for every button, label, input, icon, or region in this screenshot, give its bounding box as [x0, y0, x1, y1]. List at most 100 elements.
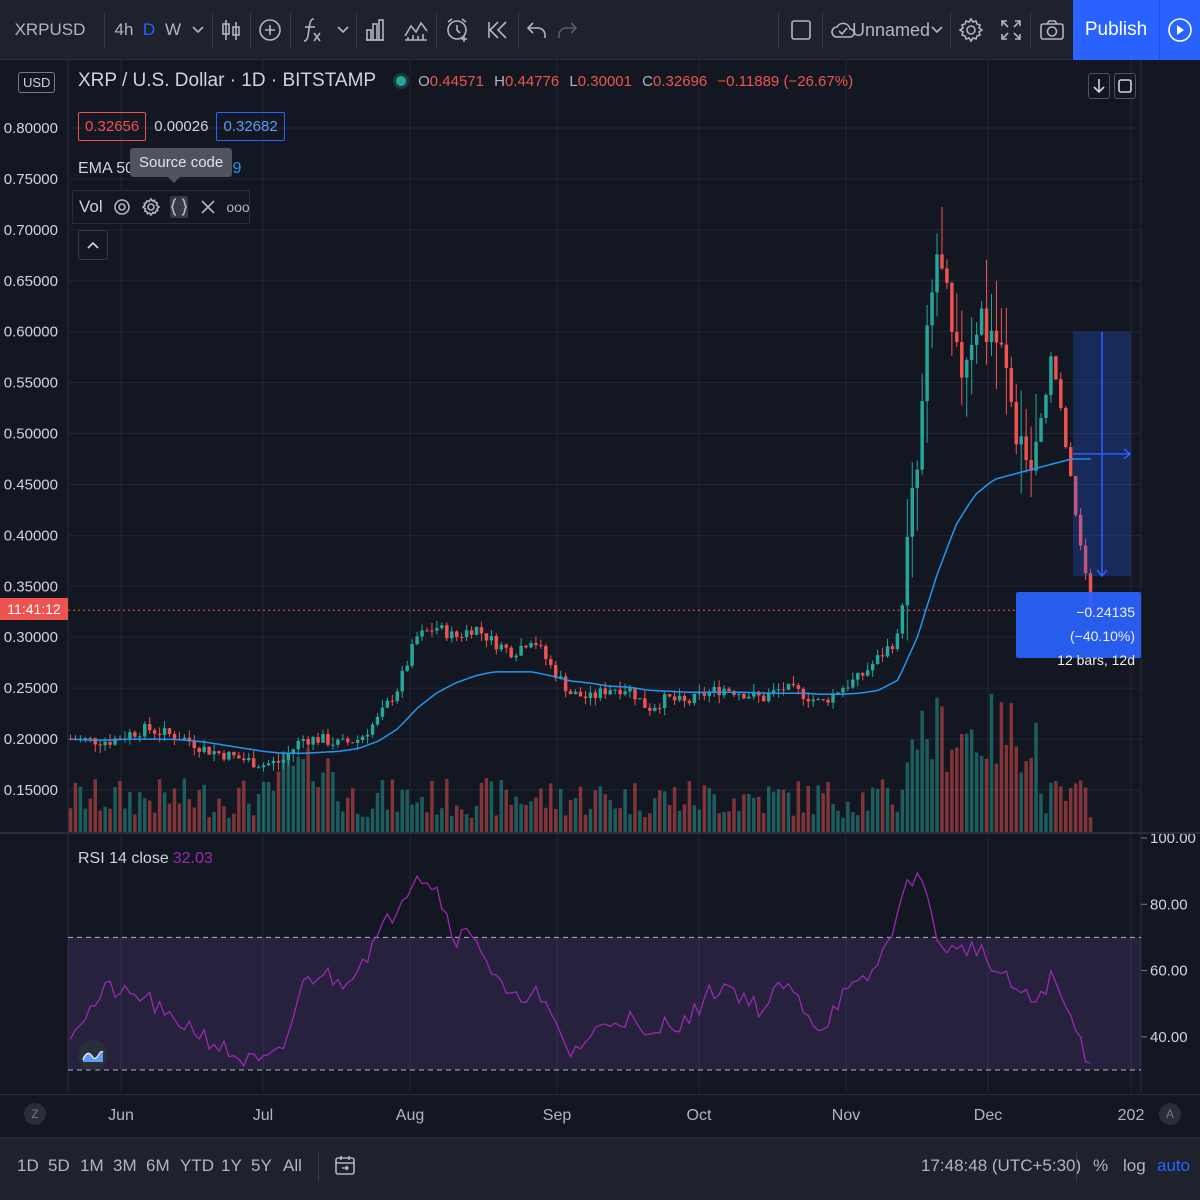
interval-w-button[interactable]: W — [164, 20, 182, 39]
rsi-legend[interactable]: RSI 14 close 32.03 — [78, 850, 213, 868]
volume-bar — [301, 759, 305, 833]
candle-body — [1024, 436, 1028, 460]
range-1d-button[interactable]: 1D — [17, 1156, 39, 1175]
volume-bar — [1083, 787, 1088, 833]
interval-dropdown-chevron-icon[interactable] — [188, 0, 208, 60]
ema-legend[interactable]: EMA 50 c 9 — [78, 160, 241, 178]
buy-price-button[interactable]: 0.32682 — [216, 112, 285, 141]
range-5y-button[interactable]: 5Y — [251, 1156, 272, 1175]
candle-body — [251, 758, 256, 768]
indicator-settings-gear-icon[interactable] — [141, 196, 160, 218]
layout-dropdown-chevron-icon[interactable] — [928, 0, 946, 60]
range-all-button[interactable]: All — [283, 1156, 302, 1175]
fullscreen-icon[interactable] — [996, 0, 1026, 60]
play-icon[interactable] — [1159, 0, 1200, 60]
volume-bar — [529, 801, 533, 833]
maximize-pane-icon[interactable] — [1114, 73, 1136, 99]
volume-bar — [692, 805, 697, 833]
currency-label[interactable]: USD — [18, 72, 56, 93]
interval-4h-button[interactable]: 4h — [114, 20, 134, 39]
candle-body — [98, 744, 102, 746]
volume-legend[interactable]: Vol ooo — [72, 190, 250, 224]
chart-type-candles-icon[interactable] — [218, 0, 244, 60]
volume-bar — [390, 779, 395, 833]
go-to-date-calendar-icon[interactable] — [334, 1154, 356, 1181]
scroll-to-bottom-arrow-icon[interactable] — [1088, 73, 1110, 99]
volume-bar — [103, 806, 107, 833]
timezone-clock[interactable]: 17:48:48 (UTC+5:30) — [921, 1156, 1082, 1175]
rsi-label: RSI 14 close — [78, 850, 169, 867]
candle-body — [544, 645, 548, 660]
volume-bar — [598, 786, 603, 833]
financials-bars-icon[interactable] — [362, 0, 388, 60]
candle-body — [1034, 441, 1038, 471]
more-options-icon[interactable]: ooo — [226, 199, 250, 215]
time-tick-label: 202 — [1117, 1107, 1145, 1124]
bar-replay-rewind-icon[interactable] — [484, 0, 514, 60]
candle-body — [583, 696, 588, 698]
range-6m-button[interactable]: 6M — [146, 1156, 170, 1175]
zoom-out-button[interactable]: Z — [24, 1103, 46, 1125]
compare-add-symbol-icon[interactable] — [256, 0, 284, 60]
settings-gear-icon[interactable] — [956, 0, 986, 60]
undo-arrow-icon[interactable] — [524, 0, 550, 60]
symbol-search-button[interactable]: XRPUSD — [14, 20, 86, 39]
price-pane[interactable]: 0.80000 0.75000 0.70000 0.65000 0.60000 0.550… — [0, 60, 1200, 833]
candle-body — [979, 308, 984, 335]
range-3m-button[interactable]: 3M — [113, 1156, 137, 1175]
volume-bar — [276, 771, 281, 833]
range-ytd-button[interactable]: YTD — [180, 1156, 214, 1175]
redo-arrow-icon[interactable] — [554, 0, 580, 60]
volume-bar — [989, 693, 994, 833]
candle-body — [811, 699, 815, 702]
snapshot-camera-icon[interactable] — [1036, 0, 1068, 60]
price-chart-canvas[interactable]: 0.80000 0.75000 0.70000 0.65000 0.60000 0.550… — [0, 60, 1200, 833]
cloud-save-icon[interactable] — [830, 0, 856, 60]
volume-bar — [994, 763, 999, 833]
collapse-legend-chevron-up-icon[interactable] — [78, 230, 108, 260]
candle-body — [1049, 356, 1053, 396]
candle-body — [846, 687, 850, 689]
visibility-eye-icon[interactable] — [113, 196, 132, 218]
toolbar-divider — [356, 12, 357, 48]
volume-bar — [281, 751, 286, 833]
indicators-fx-icon[interactable] — [298, 0, 326, 60]
candle-body — [143, 724, 147, 737]
interval-d-button[interactable]: D — [142, 20, 156, 39]
candle-body — [737, 693, 741, 695]
candle-body — [88, 737, 93, 739]
tradingview-logo-icon[interactable] — [78, 1040, 108, 1070]
volume-bar — [410, 804, 414, 833]
volume-bar — [539, 788, 543, 833]
volume-bar — [123, 808, 127, 833]
indicators-dropdown-chevron-icon[interactable] — [334, 0, 352, 60]
rsi-chart-canvas[interactable]: 100.00 80.00 60.00 40.00 — [0, 834, 1200, 1092]
publish-button[interactable]: Publish — [1073, 0, 1159, 60]
candle-body — [395, 691, 400, 702]
candle-body — [172, 734, 177, 740]
templates-chart-icon[interactable] — [402, 0, 430, 60]
log-scale-toggle[interactable]: log — [1123, 1156, 1146, 1175]
range-5d-button[interactable]: 5D — [48, 1156, 70, 1175]
range-1y-button[interactable]: 1Y — [221, 1156, 242, 1175]
sell-price-button[interactable]: 0.32656 — [78, 112, 147, 141]
layout-square-icon[interactable] — [786, 0, 816, 60]
volume-bar — [1078, 780, 1083, 833]
alert-clock-icon[interactable] — [442, 0, 474, 60]
layout-name-label[interactable]: Unnamed — [851, 19, 931, 40]
candle-body — [1073, 475, 1078, 515]
time-axis[interactable]: Z Jun Jul Aug Sep Oct Nov Dec 202 A — [0, 1094, 1200, 1136]
rsi-tick-label: 80.00 — [1150, 896, 1188, 913]
range-1m-button[interactable]: 1M — [80, 1156, 104, 1175]
candle-body — [672, 696, 677, 701]
candle-body — [147, 724, 152, 731]
pane-divider[interactable] — [0, 832, 1200, 834]
percent-scale-toggle[interactable]: % — [1093, 1156, 1109, 1175]
source-code-braces-icon[interactable] — [169, 196, 189, 218]
auto-scale-button[interactable]: A — [1159, 1103, 1181, 1125]
rsi-pane[interactable]: 100.00 80.00 60.00 40.00 — [0, 834, 1200, 1092]
auto-scale-toggle[interactable]: auto — [1157, 1156, 1191, 1175]
remove-indicator-close-icon[interactable] — [198, 196, 217, 218]
volume-bar — [430, 781, 434, 833]
candle-body — [247, 758, 251, 761]
